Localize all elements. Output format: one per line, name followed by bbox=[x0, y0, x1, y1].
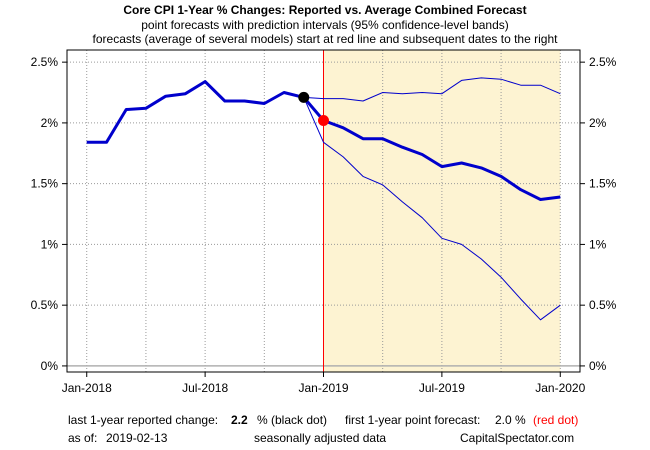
y-tick-label-left: 2.5% bbox=[31, 55, 59, 69]
last-reported-dot bbox=[298, 91, 310, 103]
footer-last-reported-label: last 1-year reported change: bbox=[68, 413, 218, 427]
chart-title: Core CPI 1-Year % Changes: Reported vs. … bbox=[123, 3, 526, 17]
y-tick-label-right: 2% bbox=[589, 116, 607, 130]
footer-adjustment-note: seasonally adjusted data bbox=[254, 431, 386, 445]
footer-as-of-value: 2019-02-13 bbox=[106, 431, 168, 445]
x-tick-label: Jan-2019 bbox=[298, 381, 348, 395]
x-tick-label: Jan-2020 bbox=[535, 381, 585, 395]
y-tick-label-right: 0.5% bbox=[589, 298, 617, 312]
y-tick-label-right: 0% bbox=[589, 359, 607, 373]
y-tick-label-right: 2.5% bbox=[589, 55, 617, 69]
x-tick-label: Jan-2018 bbox=[62, 381, 112, 395]
series-lower-band-line bbox=[303, 97, 561, 321]
chart-subtitle-2: forecasts (average of several models) st… bbox=[93, 32, 559, 46]
y-tick-label-right: 1% bbox=[589, 237, 607, 251]
footer-as-of-label: as of: bbox=[68, 431, 97, 445]
plot-area: 0% 0% 0.5% 0.5% 1% 1% 1.5% 1.5% 2% 2% 2.5% 2.5% Jan-… bbox=[31, 49, 617, 395]
footer-source: CapitalSpectator.com bbox=[460, 431, 574, 445]
y-tick-label-left: 0.5% bbox=[31, 298, 59, 312]
series-point-forecast-line bbox=[302, 96, 561, 201]
series-upper-band-line bbox=[303, 77, 561, 102]
footer-last-reported-value: 2.2 bbox=[231, 413, 248, 427]
first-forecast-dot bbox=[318, 114, 329, 126]
footer-last-reported-suffix: % (black dot) bbox=[257, 413, 327, 427]
footer-first-forecast-value: 2.0 % bbox=[495, 413, 526, 427]
chart-subtitle-1: point forecasts with prediction interval… bbox=[141, 18, 509, 32]
series-reported-line bbox=[86, 80, 305, 144]
y-tick-label-right: 1.5% bbox=[589, 177, 617, 191]
forecast-region bbox=[323, 50, 561, 372]
y-tick-label-left: 1% bbox=[41, 237, 59, 251]
y-tick-label-left: 2% bbox=[41, 116, 59, 130]
x-tick-label: Jul-2019 bbox=[419, 381, 465, 395]
footer-first-forecast-label: first 1-year point forecast: bbox=[345, 413, 480, 427]
footer-first-forecast-suffix: (red dot) bbox=[533, 413, 578, 427]
y-tick-label-left: 1.5% bbox=[31, 177, 59, 191]
y-tick-label-left: 0% bbox=[41, 359, 59, 373]
x-tick-label: Jul-2018 bbox=[182, 381, 228, 395]
